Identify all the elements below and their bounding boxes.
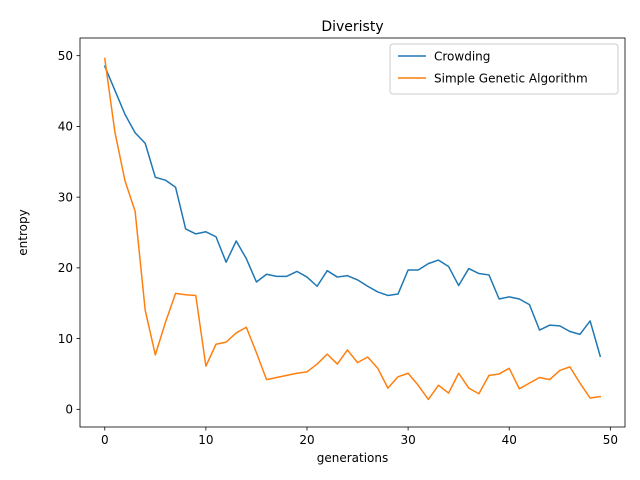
x-tick-label: 40 [502, 433, 517, 447]
x-tick-label: 20 [299, 433, 314, 447]
series-line-simple-genetic-algorithm [103, 57, 602, 401]
legend: Crowding Simple Genetic Algorithm [389, 43, 619, 95]
plot-area [80, 38, 625, 427]
y-tick-label: 20 [58, 261, 73, 275]
y-tick-label: 10 [58, 332, 73, 346]
x-tick-label: 30 [400, 433, 415, 447]
legend-box [389, 43, 619, 95]
y-tick-label: 30 [58, 190, 73, 204]
y-tick-label: 0 [65, 403, 73, 417]
y-tick-label: 40 [58, 120, 73, 134]
series-line-crowding [103, 65, 602, 358]
y-axis-label: entropy [16, 209, 30, 255]
legend-label-simple-genetic-algorithm: Simple Genetic Algorithm [434, 72, 588, 86]
y-tick-label: 50 [58, 49, 73, 63]
x-tick-label: 10 [198, 433, 213, 447]
x-tick-label: 50 [603, 433, 618, 447]
y-axis-ticks: 0 10 20 30 40 50 [58, 49, 80, 417]
legend-label-crowding: Crowding [434, 50, 490, 64]
chart-title: Diveristy [321, 19, 383, 35]
x-tick-label: 0 [101, 433, 109, 447]
x-axis-ticks: 0 10 20 30 40 50 [101, 427, 618, 447]
x-axis-label: generations [317, 451, 389, 465]
series-lines [103, 57, 602, 401]
plot-frame [79, 37, 626, 428]
